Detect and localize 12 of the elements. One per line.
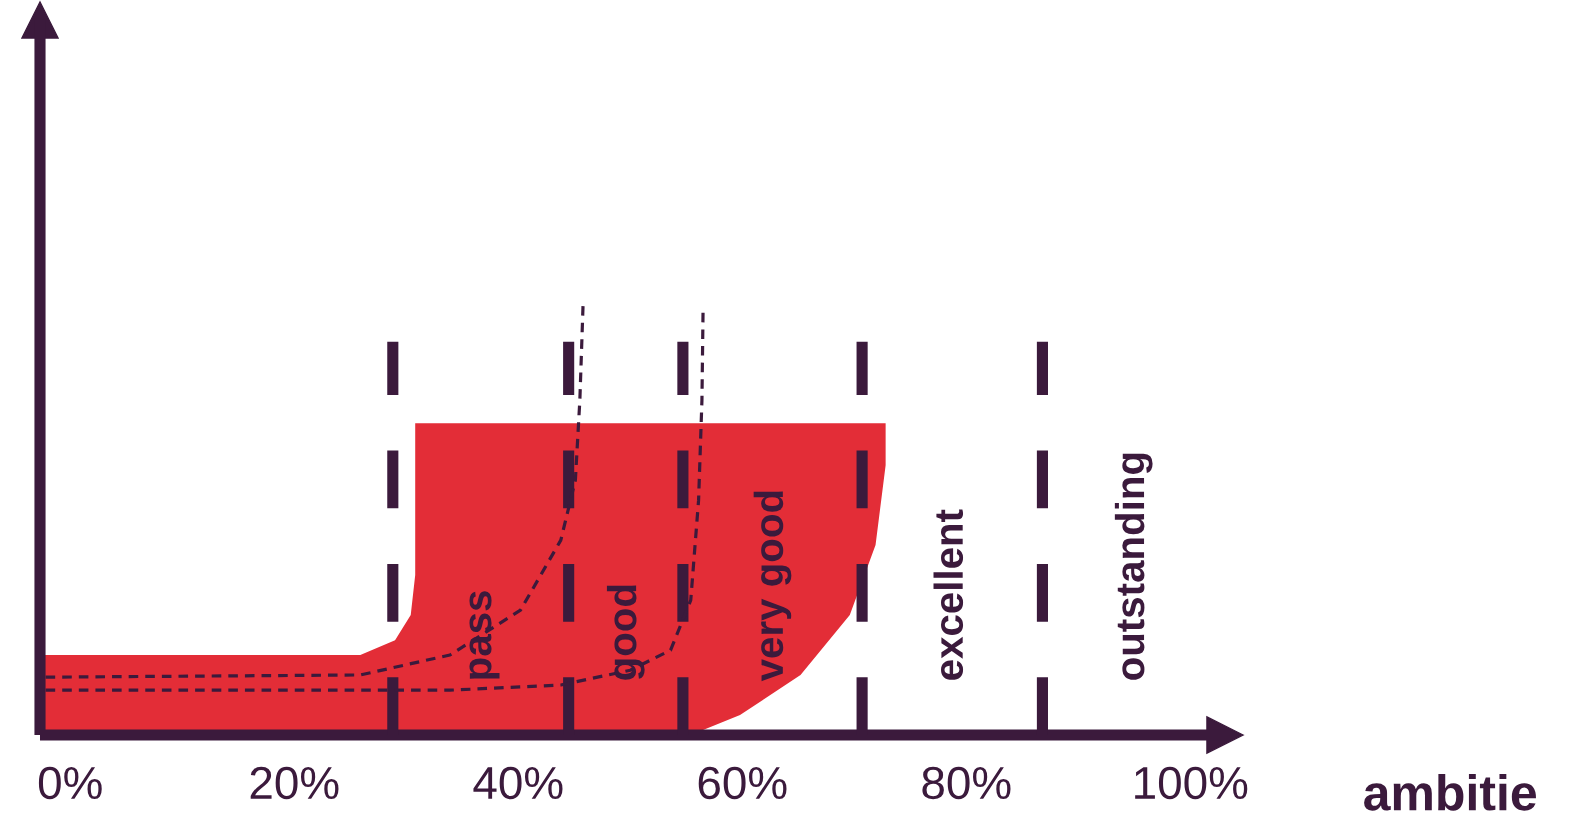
annotation: good [606, 585, 645, 680]
annotation: pass [469, 591, 500, 679]
x-axis-title: ambitie [1364, 773, 1536, 811]
annotation: outstanding [1114, 453, 1153, 680]
x-tick-label: 100% [1135, 766, 1248, 800]
x-tick-label: 20% [250, 766, 339, 800]
annotation: excellent [933, 509, 964, 680]
x-tick-label: 60% [698, 766, 787, 800]
x-tick-label: 80% [922, 766, 1011, 800]
annotation: very good [753, 491, 792, 682]
x-tick-label: 40% [473, 766, 563, 800]
x-tick-label: 0% [38, 766, 102, 800]
